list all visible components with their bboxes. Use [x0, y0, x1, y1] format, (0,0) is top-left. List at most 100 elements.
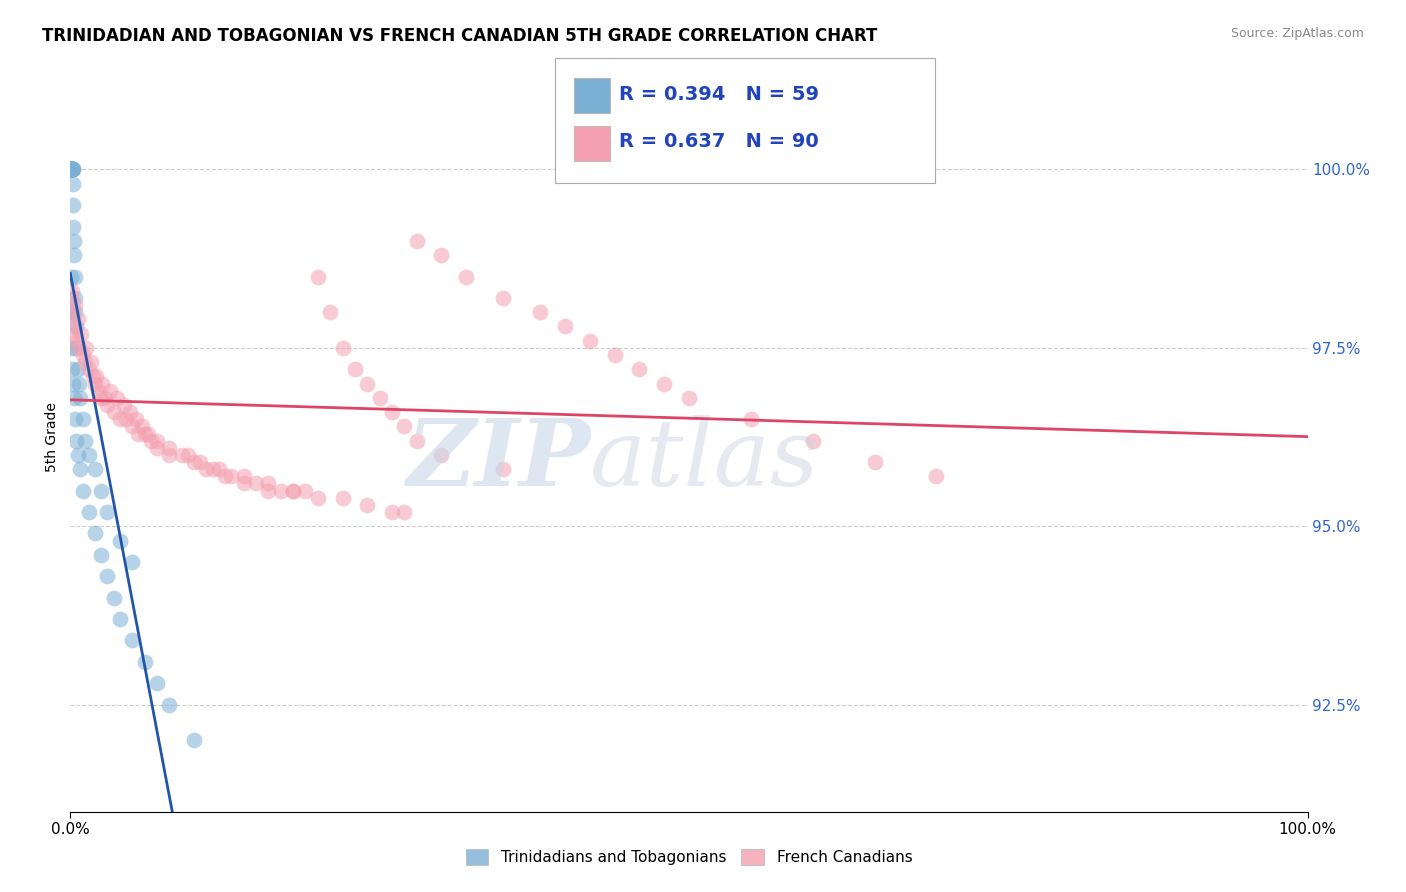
Point [554, 319, 576, 334]
Point [62, 219, 84, 234]
Point [60, 305, 83, 319]
Point [65, 412, 87, 426]
Text: Source: ZipAtlas.com: Source: ZipAtlas.com [1230, 27, 1364, 40]
Point [381, 505, 404, 519]
Point [59, 291, 82, 305]
Point [80, 355, 103, 369]
Point [62, 319, 84, 334]
Point [84, 369, 107, 384]
Point [59, 162, 82, 177]
Point [103, 591, 125, 605]
Point [77, 505, 100, 519]
Point [59, 162, 82, 177]
Point [125, 412, 148, 426]
Point [208, 462, 231, 476]
Point [60, 162, 83, 177]
Point [121, 555, 143, 569]
Point [381, 405, 404, 419]
Point [177, 448, 200, 462]
Point [332, 491, 354, 505]
Point [63, 234, 86, 248]
Point [60, 162, 83, 177]
Point [59, 162, 82, 177]
Point [59, 305, 82, 319]
Point [84, 376, 107, 391]
Point [77, 362, 100, 376]
Point [96, 569, 118, 583]
Point [66, 362, 89, 376]
Point [118, 405, 141, 419]
Point [59, 162, 82, 177]
Point [281, 483, 304, 498]
Point [740, 412, 762, 426]
Point [245, 476, 267, 491]
Point [90, 548, 112, 562]
Point [62, 376, 84, 391]
Point [63, 248, 86, 262]
Point [59, 162, 82, 177]
Point [294, 483, 316, 498]
Point [146, 676, 169, 690]
Text: TRINIDADIAN AND TOBAGONIAN VS FRENCH CANADIAN 5TH GRADE CORRELATION CHART: TRINIDADIAN AND TOBAGONIAN VS FRENCH CAN… [42, 27, 877, 45]
Point [75, 434, 97, 448]
Point [170, 448, 193, 462]
Point [603, 348, 626, 362]
Point [863, 455, 886, 469]
Point [195, 462, 218, 476]
Legend: Trinidadians and Tobagonians, French Canadians: Trinidadians and Tobagonians, French Can… [460, 843, 918, 871]
Point [72, 412, 94, 426]
Point [394, 419, 416, 434]
Point [652, 376, 675, 391]
Point [157, 441, 180, 455]
Point [63, 326, 86, 341]
Point [678, 391, 700, 405]
Point [108, 612, 131, 626]
Text: R = 0.394   N = 59: R = 0.394 N = 59 [619, 85, 818, 103]
Point [136, 426, 159, 441]
Point [59, 341, 82, 355]
Point [127, 426, 149, 441]
Point [60, 162, 83, 177]
Point [201, 462, 224, 476]
Point [59, 162, 82, 177]
Point [63, 391, 86, 405]
Point [146, 441, 169, 455]
Point [66, 312, 89, 326]
Point [356, 376, 378, 391]
Point [75, 355, 97, 369]
Point [62, 162, 84, 177]
Point [60, 284, 83, 298]
Point [60, 362, 83, 376]
Point [105, 391, 128, 405]
Point [72, 483, 94, 498]
Point [332, 341, 354, 355]
Point [529, 305, 551, 319]
Point [60, 162, 83, 177]
Point [270, 483, 292, 498]
Point [492, 462, 515, 476]
Point [65, 305, 87, 319]
Point [368, 391, 391, 405]
Point [66, 448, 89, 462]
Point [62, 162, 84, 177]
Point [65, 319, 87, 334]
Point [307, 269, 329, 284]
Point [65, 334, 87, 348]
Point [121, 419, 143, 434]
Point [115, 412, 138, 426]
Point [456, 269, 478, 284]
Point [188, 455, 211, 469]
Point [69, 391, 91, 405]
Point [72, 348, 94, 362]
Point [579, 334, 602, 348]
Point [60, 162, 83, 177]
Point [90, 391, 112, 405]
Text: atlas: atlas [591, 415, 820, 505]
Point [70, 326, 93, 341]
Point [281, 483, 304, 498]
Point [257, 476, 280, 491]
Point [86, 384, 108, 398]
Point [343, 362, 366, 376]
Point [60, 162, 83, 177]
Y-axis label: 5th Grade: 5th Grade [45, 402, 59, 472]
